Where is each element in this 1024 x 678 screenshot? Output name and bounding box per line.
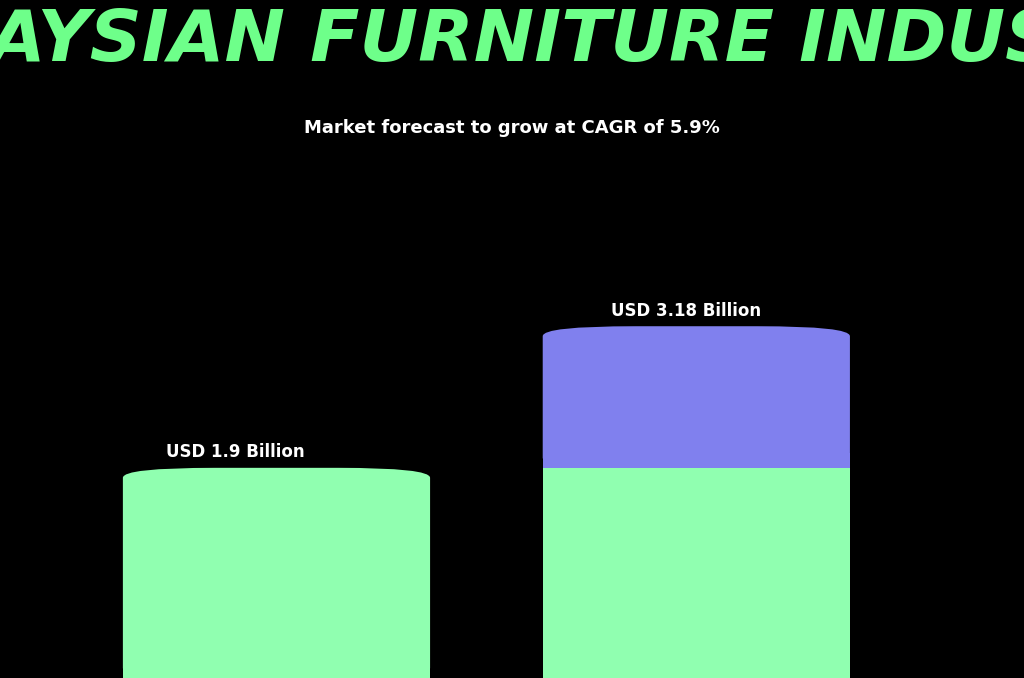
Bar xyxy=(543,468,850,678)
Text: Market forecast to grow at CAGR of 5.9%: Market forecast to grow at CAGR of 5.9% xyxy=(304,119,720,137)
FancyBboxPatch shape xyxy=(123,468,430,678)
Text: USD 1.9 Billion: USD 1.9 Billion xyxy=(166,443,305,461)
Bar xyxy=(543,453,850,468)
Text: MALAYSIAN FURNITURE INDUSTRY: MALAYSIAN FURNITURE INDUSTRY xyxy=(0,7,1024,76)
Text: USD 3.18 Billion: USD 3.18 Billion xyxy=(611,302,761,319)
Bar xyxy=(543,453,850,468)
Bar xyxy=(123,663,430,678)
FancyBboxPatch shape xyxy=(543,326,850,468)
